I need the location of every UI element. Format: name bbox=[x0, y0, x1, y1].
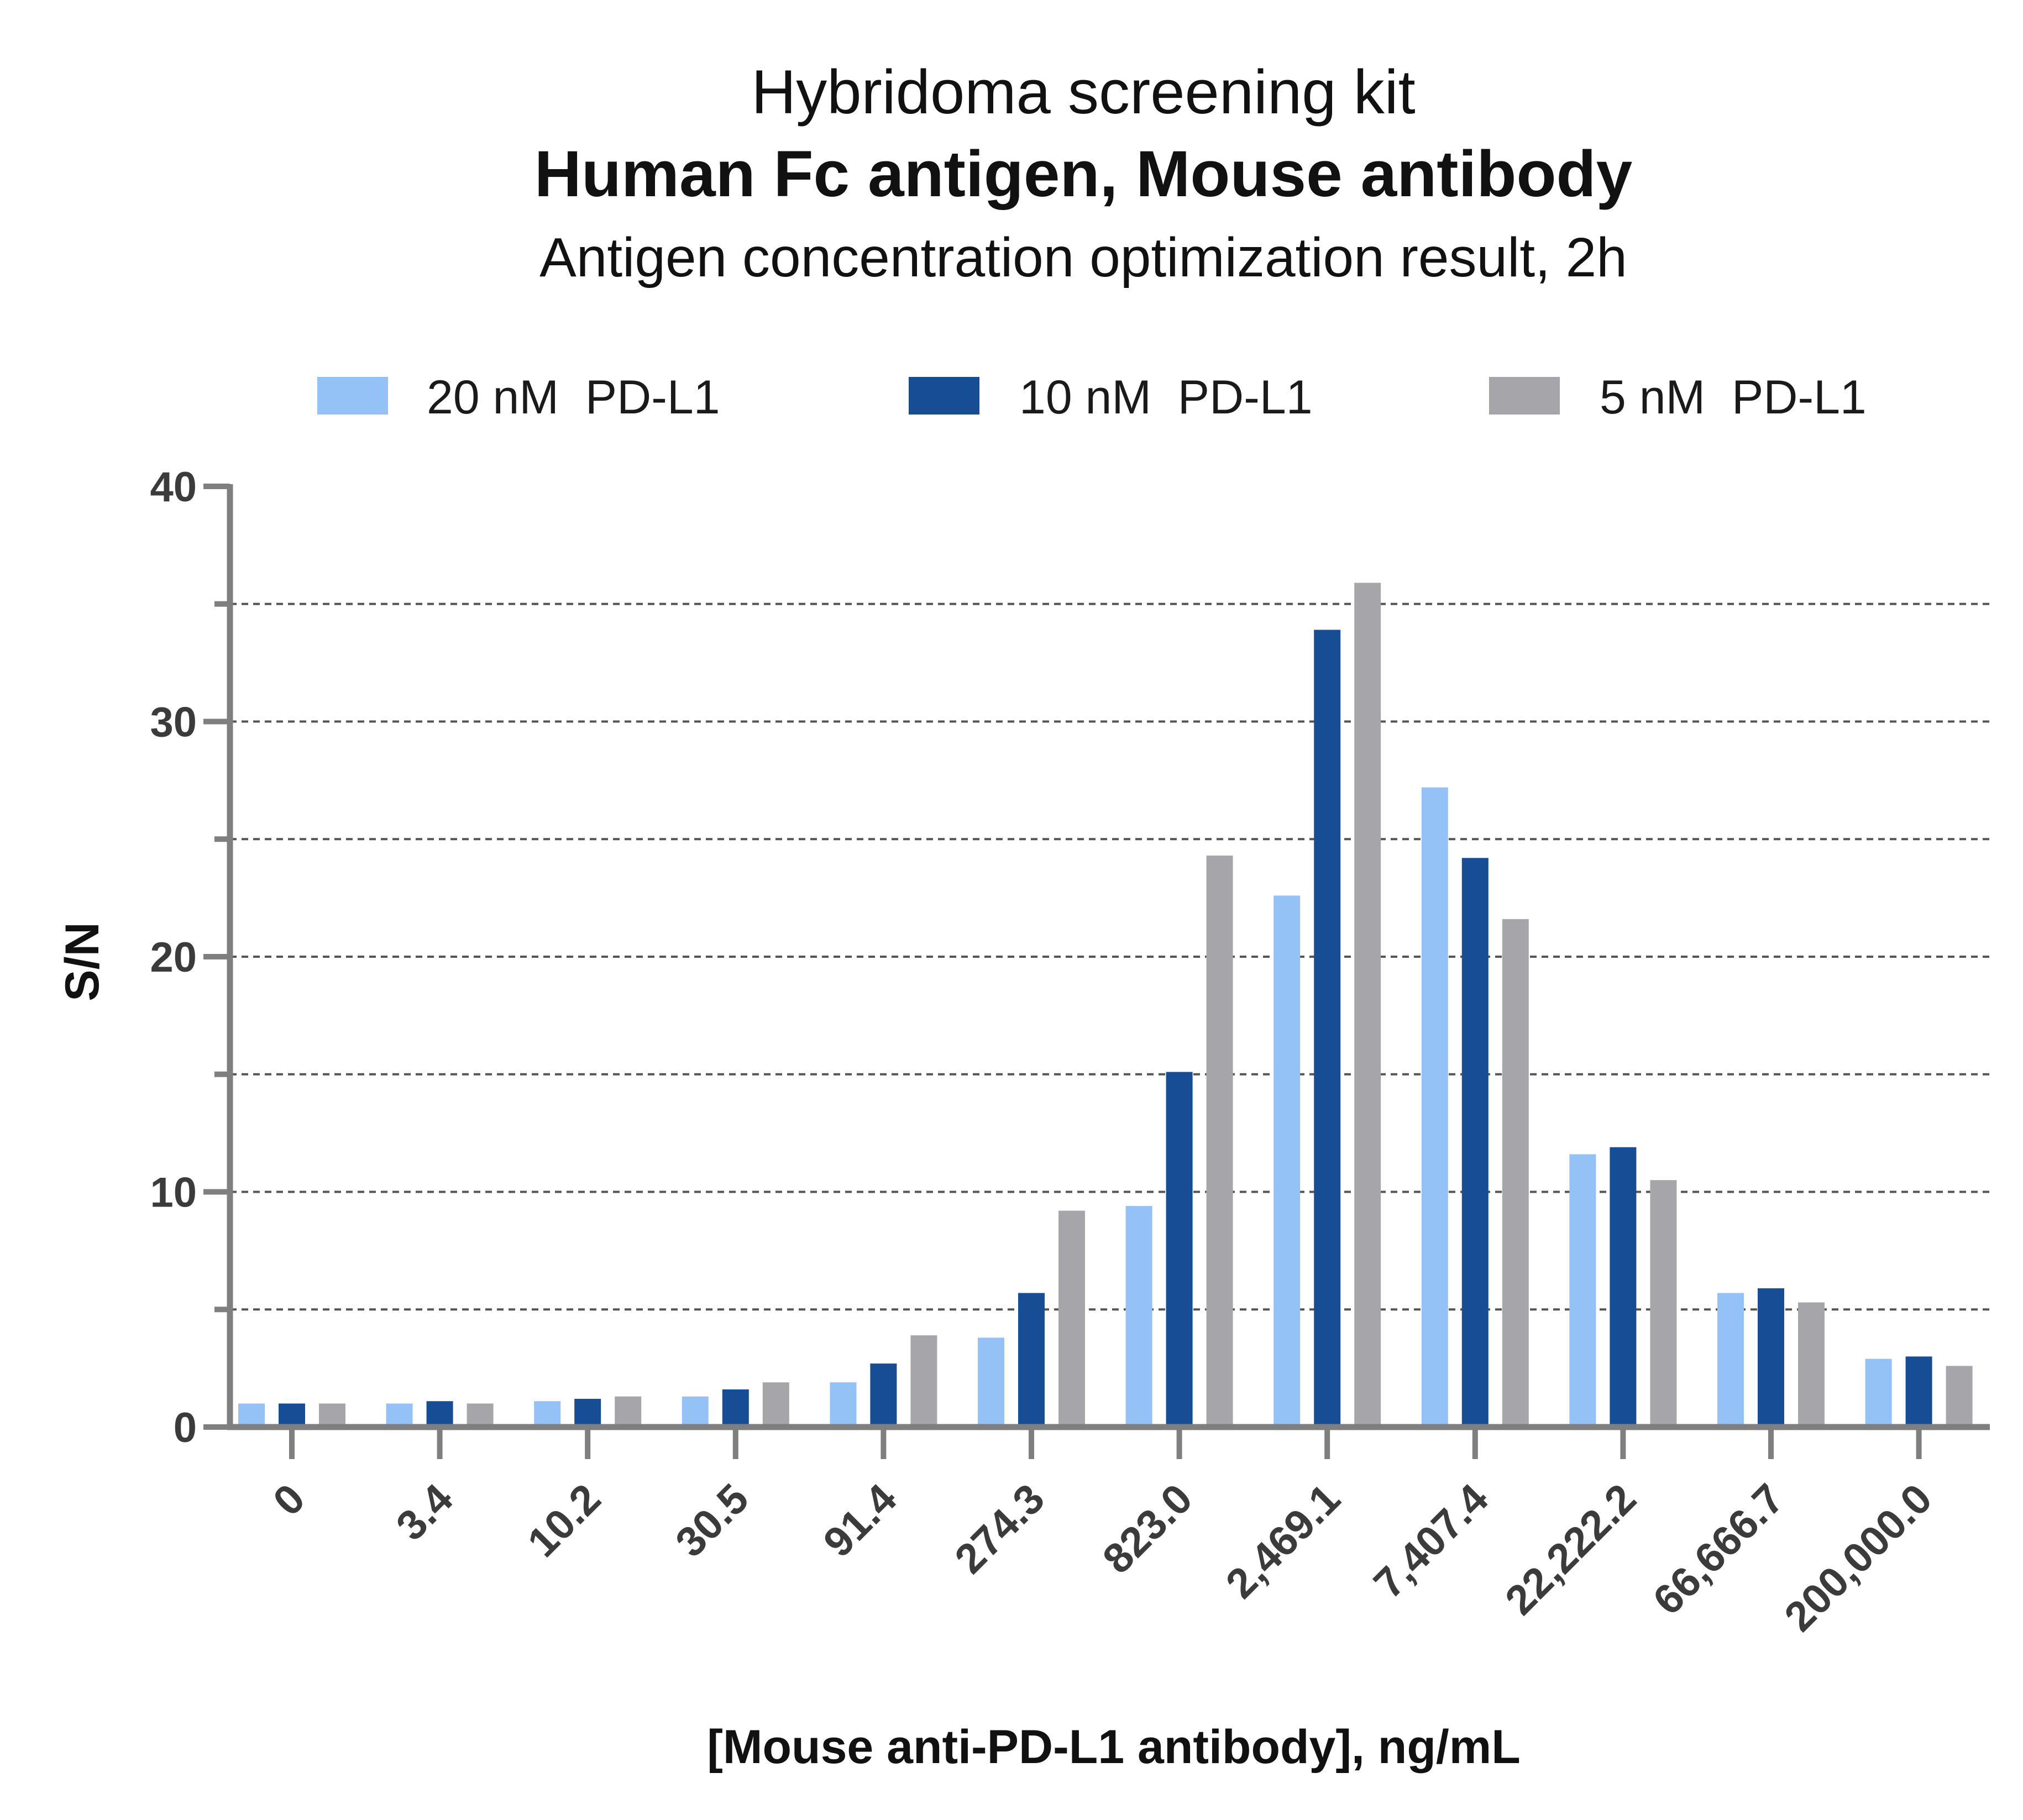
chart-gridlines bbox=[230, 602, 1990, 1311]
bar-series-1-cat-1 bbox=[426, 1401, 453, 1427]
chart-title: Hybridoma screening kit bbox=[751, 57, 1415, 127]
y-tick-labels: 0 10 20 30 40 bbox=[150, 464, 197, 1451]
bar-series-0-cat-6 bbox=[1125, 1206, 1152, 1427]
y-tick-label-0: 0 bbox=[174, 1404, 197, 1451]
chart-axes bbox=[203, 484, 1990, 1459]
bar-series-0-cat-0 bbox=[238, 1403, 265, 1427]
legend-label-series-0: 20 nM PD-L1 bbox=[427, 371, 720, 424]
y-tick-label-3: 30 bbox=[150, 699, 197, 746]
bar-series-1-cat-5 bbox=[1018, 1293, 1045, 1427]
bar-series-0-cat-4 bbox=[830, 1382, 857, 1427]
bar-series-1-cat-11 bbox=[1905, 1356, 1932, 1427]
bar-series-1-cat-6 bbox=[1166, 1072, 1193, 1427]
bar-series-1-cat-0 bbox=[279, 1403, 305, 1427]
legend-label-series-1: 10 nM PD-L1 bbox=[1019, 371, 1313, 424]
bar-series-0-cat-9 bbox=[1569, 1154, 1596, 1427]
bar-series-0-cat-7 bbox=[1273, 895, 1301, 1427]
chart-legend: 20 nM PD-L1 10 nM PD-L1 5 nM PD-L1 bbox=[317, 371, 1867, 424]
bar-series-1-cat-4 bbox=[870, 1363, 897, 1427]
bar-series-0-cat-10 bbox=[1717, 1293, 1744, 1427]
bar-series-1-cat-3 bbox=[722, 1389, 749, 1427]
y-tick-label-4: 40 bbox=[150, 464, 197, 511]
bar-series-1-cat-10 bbox=[1758, 1288, 1784, 1427]
x-axis-title: [Mouse anti-PD-L1 antibody], ng/mL bbox=[707, 1721, 1521, 1774]
bar-series-1-cat-8 bbox=[1461, 858, 1489, 1427]
bar-series-2-cat-1 bbox=[467, 1403, 494, 1427]
legend-swatch-series-2 bbox=[1489, 377, 1560, 415]
bar-series-2-cat-8 bbox=[1502, 919, 1529, 1427]
bar-series-0-cat-11 bbox=[1865, 1359, 1892, 1427]
y-axis-title: S/N bbox=[56, 922, 109, 1001]
chart-subtitle: Human Fc antigen, Mouse antibody bbox=[534, 138, 1632, 211]
legend-label-series-2: 5 nM PD-L1 bbox=[1600, 371, 1867, 424]
bar-series-1-cat-2 bbox=[574, 1398, 601, 1427]
chart-subtitle-2: Antigen concentration optimization resul… bbox=[539, 227, 1627, 289]
bar-series-0-cat-8 bbox=[1421, 787, 1448, 1427]
y-tick-label-2: 20 bbox=[150, 934, 197, 981]
bar-series-2-cat-6 bbox=[1206, 856, 1233, 1427]
bar-series-1-cat-7 bbox=[1314, 630, 1341, 1427]
y-tick-label-1: 10 bbox=[150, 1169, 197, 1216]
bar-series-2-cat-0 bbox=[319, 1403, 345, 1427]
chart-bars bbox=[238, 583, 1973, 1427]
bar-series-0-cat-1 bbox=[386, 1403, 413, 1427]
bar-series-2-cat-5 bbox=[1058, 1210, 1085, 1427]
bar-series-0-cat-3 bbox=[682, 1396, 709, 1427]
legend-swatch-series-1 bbox=[909, 377, 979, 415]
bar-series-2-cat-10 bbox=[1798, 1302, 1825, 1427]
bar-series-0-cat-2 bbox=[534, 1401, 561, 1427]
legend-swatch-series-0 bbox=[317, 377, 388, 415]
bar-series-1-cat-9 bbox=[1610, 1147, 1637, 1427]
bar-series-0-cat-5 bbox=[978, 1338, 1004, 1427]
bar-series-2-cat-9 bbox=[1650, 1180, 1677, 1427]
bar-series-2-cat-3 bbox=[762, 1382, 789, 1427]
bar-series-2-cat-4 bbox=[910, 1335, 937, 1427]
bar-series-2-cat-2 bbox=[615, 1396, 642, 1427]
bar-series-2-cat-11 bbox=[1946, 1366, 1973, 1427]
bar-series-2-cat-7 bbox=[1354, 583, 1381, 1427]
